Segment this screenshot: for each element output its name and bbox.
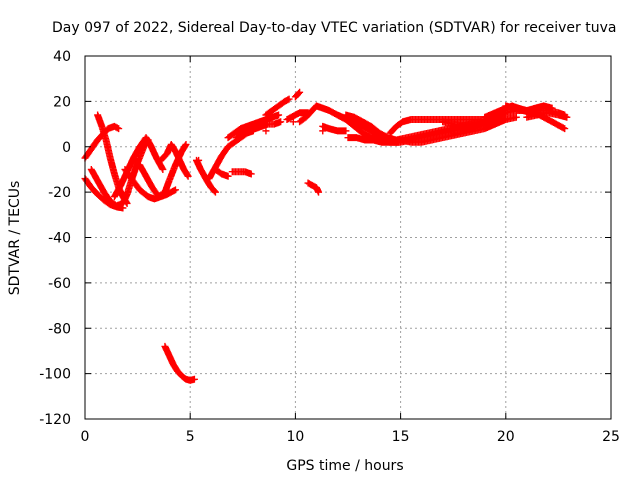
data-point-series — [228, 168, 255, 178]
y-axis-label: SDTVAR / TECUs — [7, 181, 23, 296]
y-tick-label: -100 — [39, 367, 71, 383]
data-point-series — [224, 111, 283, 142]
data-point-series — [136, 140, 190, 201]
data-point-series — [523, 109, 571, 121]
x-tick-label: 15 — [392, 429, 410, 445]
y-tick-label: -60 — [48, 276, 71, 292]
x-tick-label: 25 — [602, 429, 620, 445]
y-tick-label: 0 — [62, 140, 71, 156]
y-tick-label: -40 — [48, 231, 71, 247]
tick-labels: 0 5 10 15 20 25 -120 -100 -80 -60 -40 -20 0 20 40 — [39, 49, 620, 445]
y-tick-label: 40 — [53, 49, 71, 65]
chart-title: Day 097 of 2022, Sidereal Day-to-day VTE… — [52, 20, 616, 36]
data-point-series — [342, 111, 400, 144]
y-tick-label: 20 — [53, 94, 71, 110]
x-tick-label: 5 — [186, 429, 195, 445]
data-points — [81, 88, 571, 384]
data-point-series — [386, 116, 489, 137]
y-tick-label: -120 — [39, 412, 71, 428]
y-tick-label: -80 — [48, 321, 71, 337]
data-point-series — [211, 165, 232, 180]
x-axis-label: GPS time / hours — [286, 458, 403, 474]
data-point-series — [161, 342, 198, 384]
data-point — [449, 129, 457, 137]
y-tick-label: -20 — [48, 185, 71, 201]
data-point — [319, 127, 327, 135]
data-point — [195, 156, 203, 164]
x-tick-label: 10 — [286, 429, 304, 445]
x-tick-label: 0 — [81, 429, 90, 445]
data-point-series — [232, 118, 285, 142]
data-point-series — [262, 95, 293, 119]
data-point-series — [304, 179, 323, 196]
data-point-series — [157, 140, 192, 180]
data-point-series — [319, 122, 350, 135]
data-point — [289, 118, 297, 126]
x-tick-label: 20 — [497, 429, 515, 445]
data-point-series — [291, 88, 304, 101]
data-point — [262, 127, 270, 135]
axis-ticks — [84, 55, 612, 420]
